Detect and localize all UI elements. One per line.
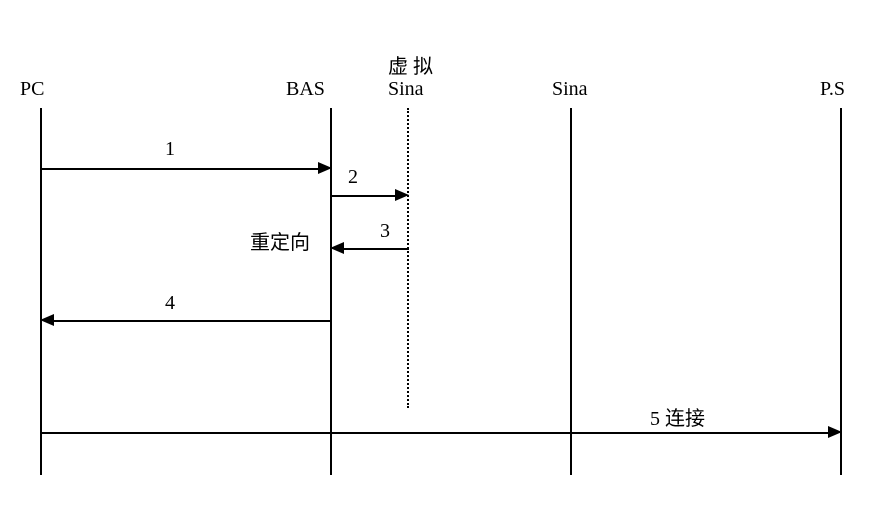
message-3-arrow — [330, 242, 344, 254]
lifeline-label-vsina-2: Sina — [388, 78, 424, 101]
message-4-label: 4 — [165, 292, 175, 315]
message-2-arrow — [395, 189, 409, 201]
message-5-arrow — [828, 426, 842, 438]
lifeline-label-bas: BAS — [286, 78, 325, 101]
message-1-arrow — [318, 162, 332, 174]
lifeline-vsina — [407, 108, 409, 408]
message-1-line — [40, 168, 318, 170]
message-1-label: 1 — [165, 138, 175, 161]
message-3-line — [344, 248, 409, 250]
message-3-label: 3 — [380, 220, 390, 243]
lifeline-label-sina: Sina — [552, 78, 588, 101]
message-4-line — [54, 320, 332, 322]
message-5-label: 5 连接 — [650, 402, 705, 431]
lifeline-sina — [570, 108, 572, 475]
message-5-line — [40, 432, 828, 434]
message-3-extra-label: 重定向 — [250, 226, 310, 255]
message-4-arrow — [40, 314, 54, 326]
sequence-diagram: PC BAS 虚 拟 Sina Sina P.S 1 2 3 重定向 4 5 连… — [0, 0, 885, 514]
lifeline-label-vsina-1: 虚 拟 — [388, 50, 433, 79]
message-2-label: 2 — [348, 166, 358, 189]
lifeline-label-ps: P.S — [820, 78, 845, 101]
lifeline-label-pc: PC — [20, 78, 44, 101]
message-2-line — [330, 195, 395, 197]
lifeline-pc — [40, 108, 42, 475]
lifeline-ps — [840, 108, 842, 475]
